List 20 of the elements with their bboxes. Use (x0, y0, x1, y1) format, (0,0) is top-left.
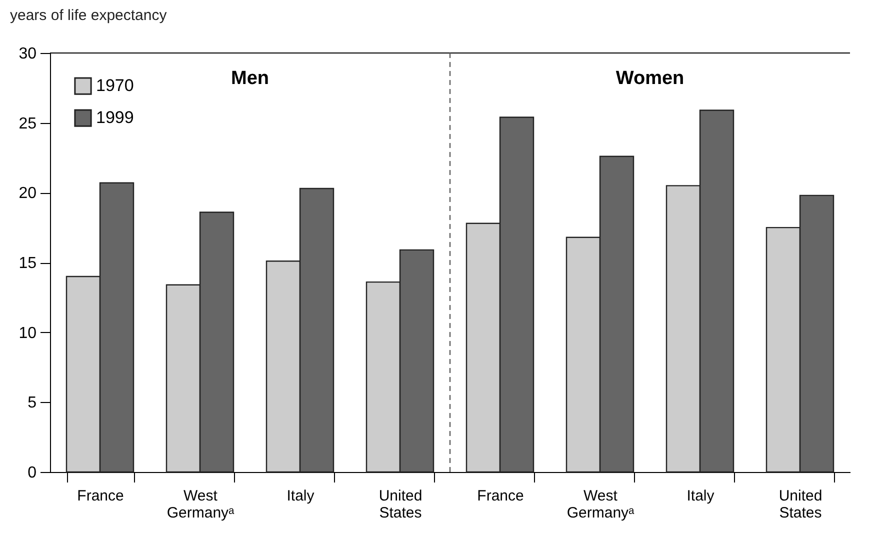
x-tick-label: United States (778, 488, 822, 522)
x-tick-label: West Germanyᵃ (166, 488, 235, 522)
y-tick-label: 5 (28, 394, 37, 412)
y-tick-label: 0 (28, 464, 37, 482)
y-tick-label: 30 (18, 46, 37, 62)
x-tick-label: Italy (286, 488, 315, 504)
x-tick-label: West Germanyᵃ (566, 488, 635, 522)
y-tick-label: 10 (18, 324, 37, 342)
annotation: Women (616, 68, 684, 89)
legend-label: 1970 (96, 76, 134, 95)
y-tick-label: 15 (18, 255, 37, 272)
chart-title: years of life expectancy (10, 7, 168, 24)
legend-label: 1999 (96, 108, 134, 127)
annotation: Men (231, 68, 269, 89)
x-tick-label: France (77, 488, 124, 504)
y-tick-label: 25 (18, 115, 37, 132)
y-tick-label: 20 (18, 185, 37, 202)
x-tick-label: Italy (686, 488, 715, 504)
x-tick-label: France (477, 488, 524, 504)
x-tick-label: United States (378, 488, 422, 522)
